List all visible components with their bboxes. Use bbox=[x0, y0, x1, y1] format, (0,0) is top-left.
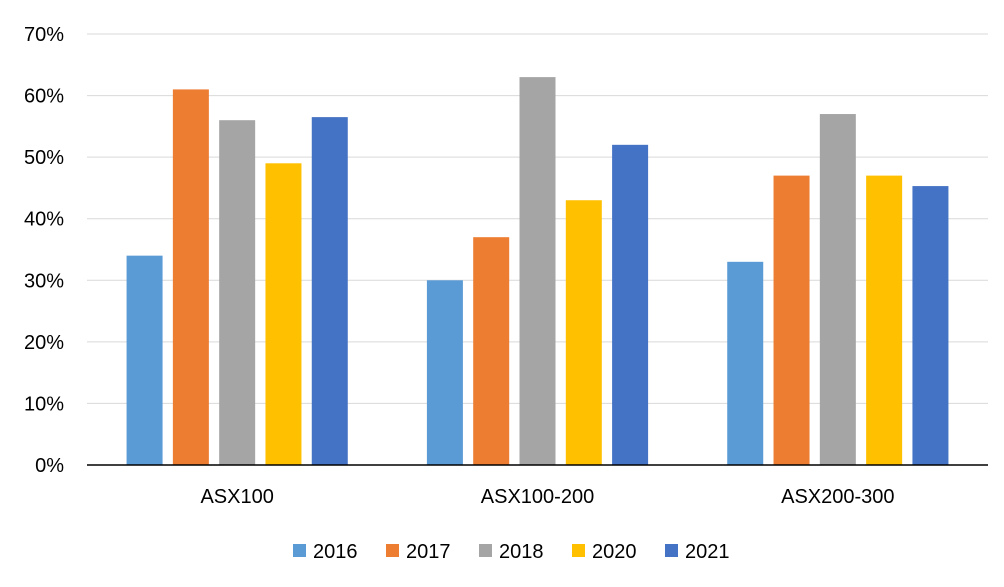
legend-swatch-2020 bbox=[572, 544, 585, 557]
legend-label-2016: 2016 bbox=[313, 541, 358, 563]
bars bbox=[126, 77, 949, 466]
legend-swatch-2017 bbox=[386, 544, 399, 557]
legend-swatch-2016 bbox=[293, 544, 306, 557]
bar-2017-ASX100-200 bbox=[473, 237, 510, 465]
legend-label-2021: 2021 bbox=[685, 541, 730, 563]
bar-2018-ASX200-300 bbox=[819, 114, 856, 466]
legend-label-2018: 2018 bbox=[499, 541, 544, 563]
bar-2020-ASX200-300 bbox=[866, 175, 903, 465]
x-category-label: ASX100 bbox=[200, 486, 273, 508]
bar-2016-ASX200-300 bbox=[727, 261, 764, 465]
bar-2020-ASX100 bbox=[265, 163, 302, 466]
y-tick-label: 30% bbox=[24, 270, 64, 292]
y-tick-label: 40% bbox=[24, 209, 64, 231]
bar-2021-ASX200-300 bbox=[912, 186, 949, 465]
x-axis-categories: ASX100 ASX100-200 ASX200-300 bbox=[200, 486, 894, 508]
bar-2017-ASX100 bbox=[172, 89, 209, 466]
y-tick-label: 60% bbox=[24, 86, 64, 108]
y-axis-ticks: 0% 10% 20% 30% 40% 50% 60% 70% bbox=[24, 24, 64, 477]
bar-2017-ASX200-300 bbox=[773, 175, 810, 465]
bar-2016-ASX100 bbox=[126, 255, 163, 465]
legend-label-2017: 2017 bbox=[406, 541, 451, 563]
bar-2016-ASX100-200 bbox=[426, 280, 463, 465]
y-tick-label: 20% bbox=[24, 332, 64, 354]
bar-2018-ASX100 bbox=[219, 120, 256, 465]
bar-2018-ASX100-200 bbox=[519, 77, 556, 465]
legend: 2016 2017 2018 2020 2021 bbox=[293, 541, 730, 563]
bar-2021-ASX100 bbox=[311, 117, 348, 465]
legend-label-2020: 2020 bbox=[592, 541, 637, 563]
x-category-label: ASX100-200 bbox=[481, 486, 594, 508]
y-tick-label: 0% bbox=[35, 455, 64, 477]
y-tick-label: 70% bbox=[24, 24, 64, 46]
y-tick-label: 10% bbox=[24, 393, 64, 415]
bar-2021-ASX100-200 bbox=[612, 144, 649, 466]
legend-swatch-2021 bbox=[665, 544, 678, 557]
bar-2020-ASX100-200 bbox=[565, 200, 602, 465]
legend-swatch-2018 bbox=[479, 544, 492, 557]
y-tick-label: 50% bbox=[24, 147, 64, 169]
x-category-label: ASX200-300 bbox=[781, 486, 894, 508]
